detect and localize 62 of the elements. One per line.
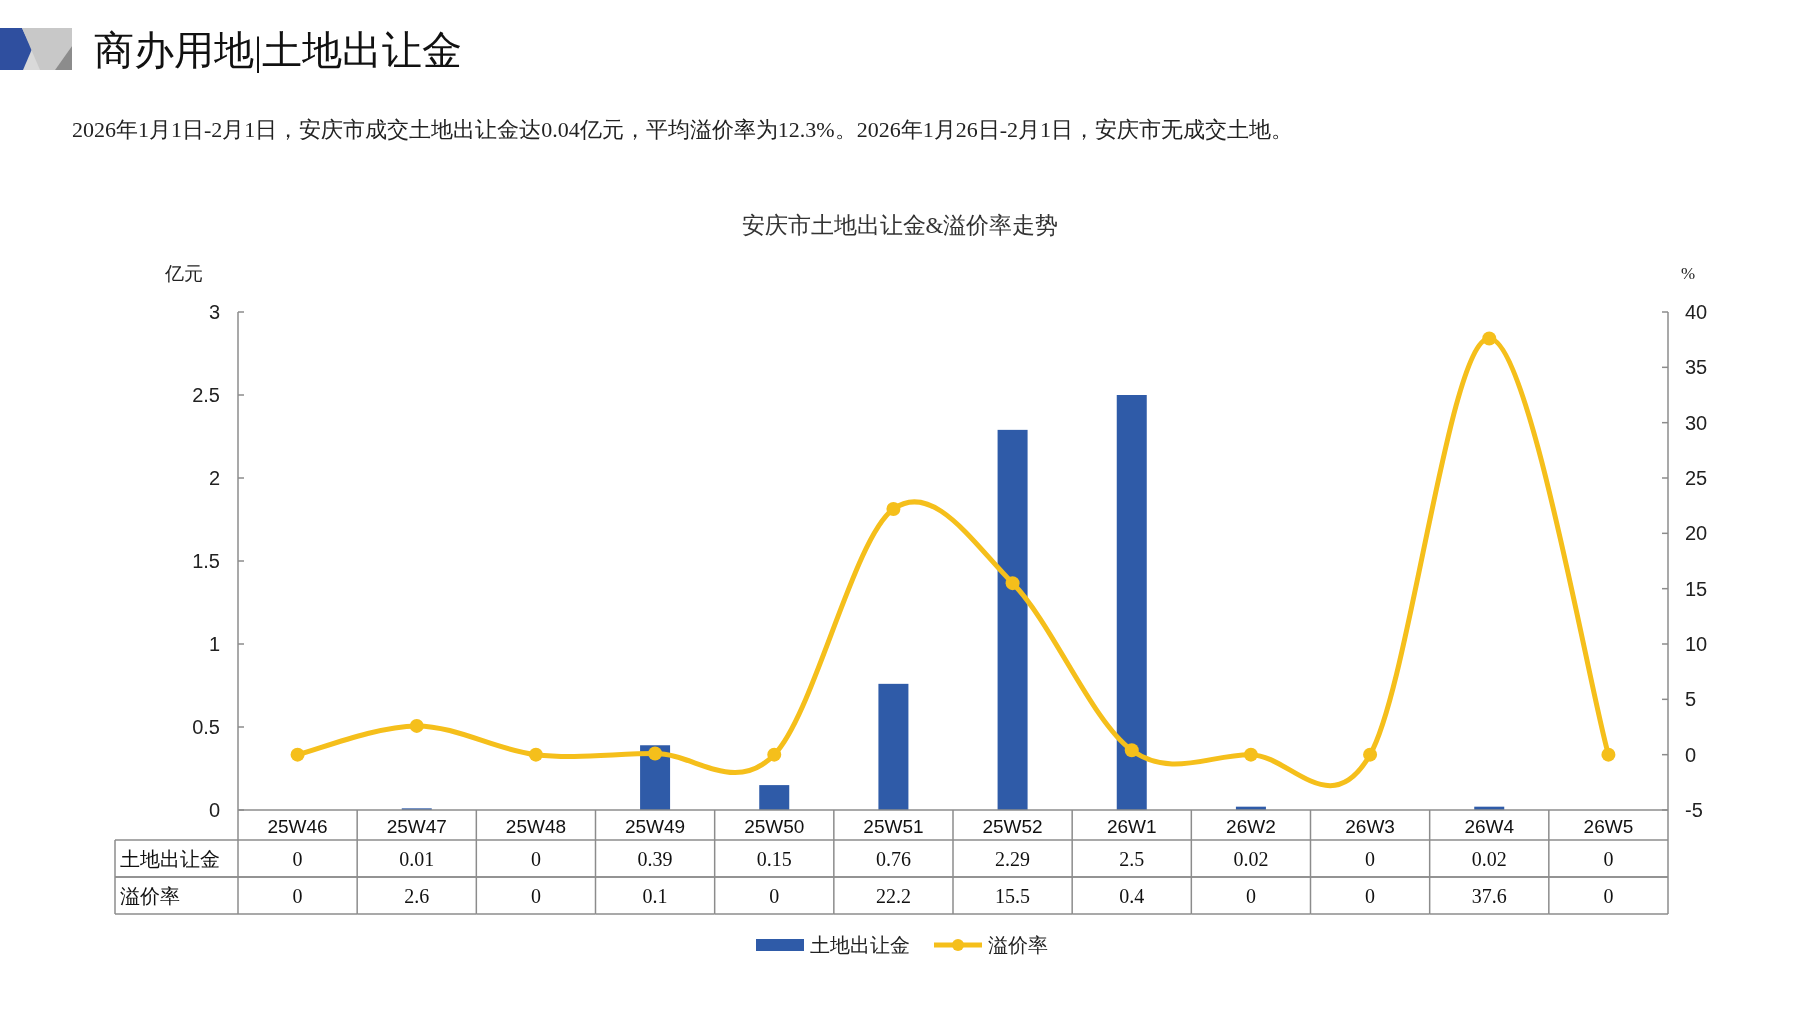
data-label: 2.5 [1119, 847, 1145, 870]
data-label: 0 [1365, 884, 1376, 907]
y2-tick-label: 35 [1685, 356, 1708, 379]
data-label: 0 [1603, 847, 1614, 870]
x-tick-label: 26W3 [1345, 815, 1395, 837]
x-tick-label: 26W1 [1106, 815, 1157, 837]
data-label: 15.5 [995, 884, 1031, 907]
data-label: 0 [530, 884, 541, 907]
x-tick-label: 25W46 [267, 815, 328, 837]
x-tick-label: 26W4 [1464, 815, 1515, 837]
data-label: 0.02 [1233, 847, 1269, 870]
data-label: 0 [1245, 884, 1256, 907]
x-tick-label: 25W50 [744, 815, 805, 837]
data-label: 0.1 [642, 884, 668, 907]
text: 土地出让金 [120, 847, 220, 870]
legend-label: 土地出让金 [810, 934, 910, 956]
y-tick-label: 0.5 [192, 716, 220, 738]
data-label: 0.4 [1119, 884, 1145, 907]
y-axis-title: 亿元 [164, 262, 203, 284]
chart-subtitle: 安庆市土地出让金&溢价率走势 [741, 212, 1059, 238]
data-label: 0.15 [756, 847, 792, 870]
y2-tick-label: 10 [1685, 633, 1708, 655]
y-tick-label: 0 [208, 799, 220, 821]
data-label: 37.6 [1471, 884, 1507, 907]
x-tick-label: 26W2 [1226, 815, 1276, 837]
chart-title: 商办用地|土地出让金 [94, 27, 463, 73]
data-label: 0 [292, 847, 303, 870]
data-label: 0.01 [399, 847, 435, 870]
y2-tick-label: 20 [1685, 522, 1708, 545]
data-label: 0 [769, 884, 780, 907]
x-tick-label: 25W48 [505, 815, 567, 837]
y-tick-label: 1.5 [192, 550, 220, 572]
data-label: 0.76 [875, 847, 911, 870]
y-tick-label: 1 [208, 633, 220, 655]
y-tick-label: 2 [208, 467, 220, 489]
legend-label: 溢价率 [988, 934, 1048, 956]
x-tick-label: 25W49 [624, 815, 686, 837]
y2-tick-label: 0 [1685, 743, 1697, 766]
data-label: 22.2 [875, 884, 911, 907]
y2-tick-label: -5 [1685, 799, 1703, 821]
data-label: 2.6 [404, 884, 430, 907]
y2-axis-title: % [1680, 263, 1696, 283]
data-label: 0 [1603, 884, 1614, 907]
data-label: 0 [530, 847, 541, 870]
y-tick-label: 3 [208, 301, 220, 323]
x-tick-label: 25W52 [982, 815, 1043, 837]
data-label: 0 [292, 884, 303, 907]
x-tick-label: 25W47 [386, 815, 447, 837]
text: 溢价率 [120, 884, 180, 907]
text: 2026年1月1日-2月1日，安庆市成交土地出让金达0.04亿元，平均溢价率为12.3%。2026年1月26日-2月1日，安庆市无成交土地。 [72, 116, 1293, 142]
y2-tick-label: 40 [1685, 301, 1708, 323]
x-tick-label: 25W51 [863, 815, 924, 837]
data-label: 0 [1365, 847, 1376, 870]
y2-tick-label: 15 [1685, 577, 1708, 600]
y2-tick-label: 25 [1685, 467, 1708, 489]
x-tick-label: 26W5 [1583, 815, 1634, 837]
data-label: 0.02 [1471, 847, 1507, 870]
y-tick-label: 2.5 [192, 384, 220, 406]
data-label: 2.29 [995, 847, 1031, 870]
data-label: 0.39 [637, 847, 673, 870]
y2-tick-label: 30 [1685, 411, 1708, 434]
y2-tick-label: 5 [1685, 688, 1697, 711]
